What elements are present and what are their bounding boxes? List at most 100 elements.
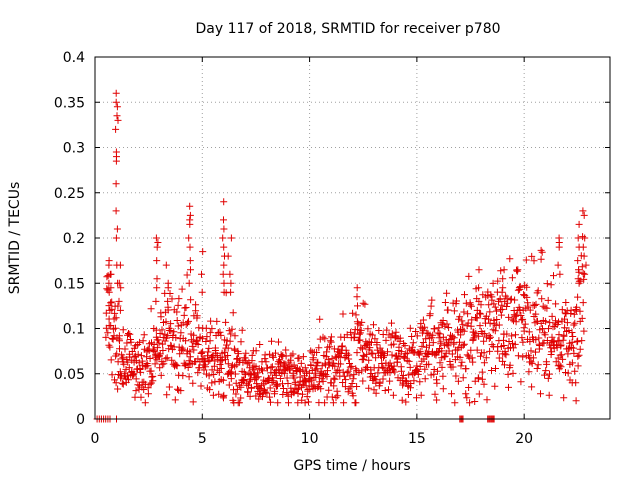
data-point: [406, 363, 414, 371]
data-point: [206, 337, 214, 345]
data-point: [505, 383, 512, 391]
data-point: [220, 279, 228, 287]
data-point: [459, 374, 467, 382]
data-point: [555, 337, 563, 345]
data-point: [259, 367, 266, 375]
data-point: [132, 375, 140, 383]
data-point: [421, 375, 429, 383]
data-point: [570, 349, 578, 357]
data-point: [459, 321, 467, 329]
data-point: [400, 353, 408, 361]
data-point: [262, 358, 270, 366]
data-point: [106, 306, 114, 314]
data-point: [475, 390, 483, 398]
data-point: [519, 353, 527, 361]
data-point: [482, 354, 490, 362]
data-point: [174, 301, 182, 309]
data-point: [465, 272, 473, 280]
data-point: [188, 342, 196, 350]
data-point: [429, 339, 437, 347]
data-point: [385, 386, 392, 394]
data-point: [314, 383, 322, 391]
data-point: [161, 330, 169, 338]
data-point: [186, 353, 194, 361]
data-point: [274, 399, 282, 407]
data-point: [404, 391, 412, 398]
data-point: [443, 340, 451, 348]
data-point: [198, 288, 206, 296]
data-point: [439, 385, 447, 393]
data-point: [116, 261, 124, 269]
data-point: [235, 399, 243, 407]
data-point: [197, 382, 205, 390]
data-point: [187, 296, 195, 304]
data-point: [511, 340, 519, 348]
data-point: [355, 330, 363, 338]
data-point: [256, 341, 264, 348]
data-point: [543, 280, 551, 288]
data-point: [541, 371, 548, 379]
data-point: [187, 266, 194, 274]
data-point: [473, 306, 481, 314]
data-point: [552, 358, 560, 366]
data-point: [290, 389, 298, 397]
data-point: [318, 372, 326, 380]
data-point: [153, 284, 161, 292]
data-point: [534, 361, 542, 369]
data-point: [548, 312, 556, 320]
data-point: [167, 341, 175, 349]
y-tick-label: 0: [76, 412, 85, 428]
data-point: [497, 267, 505, 275]
data-point: [570, 321, 578, 329]
data-point: [140, 331, 148, 339]
data-point: [268, 337, 275, 345]
data-point: [398, 367, 405, 375]
data-point: [352, 399, 360, 407]
data-point: [206, 329, 214, 337]
data-point: [528, 252, 536, 260]
data-point: [158, 326, 166, 334]
data-point: [237, 338, 245, 346]
data-point: [547, 281, 555, 289]
data-point: [435, 334, 443, 342]
data-point: [491, 382, 499, 390]
data-point: [162, 318, 170, 326]
data-point: [150, 341, 158, 348]
data-point: [359, 377, 367, 385]
data-point: [578, 337, 586, 345]
data-point: [514, 266, 522, 274]
data-point: [471, 331, 478, 339]
data-point: [389, 391, 397, 399]
data-point: [576, 345, 584, 353]
data-point: [477, 310, 485, 318]
data-point: [495, 354, 503, 362]
data-point: [264, 364, 271, 372]
data-point: [172, 361, 180, 369]
data-point: [176, 350, 184, 358]
data-point: [499, 357, 507, 365]
data-point: [433, 379, 441, 387]
data-point: [448, 390, 455, 398]
data-point: [164, 297, 172, 305]
data-point: [448, 350, 456, 358]
data-point: [181, 362, 189, 370]
data-point: [378, 363, 386, 371]
data-point: [491, 327, 499, 335]
data-point: [548, 333, 556, 341]
data-point: [208, 325, 216, 333]
data-point: [463, 394, 471, 402]
data-point: [267, 398, 274, 406]
data-point: [361, 300, 369, 308]
data-point: [220, 225, 228, 233]
x-tick-label: 0: [91, 431, 100, 447]
data-point: [367, 370, 375, 377]
data-points: [93, 89, 590, 423]
data-point: [220, 261, 228, 269]
data-point: [189, 379, 197, 387]
data-point: [217, 331, 225, 339]
data-point: [561, 315, 568, 323]
data-point: [159, 347, 167, 354]
data-point: [205, 344, 213, 352]
data-point: [386, 377, 394, 385]
data-point: [315, 344, 323, 352]
